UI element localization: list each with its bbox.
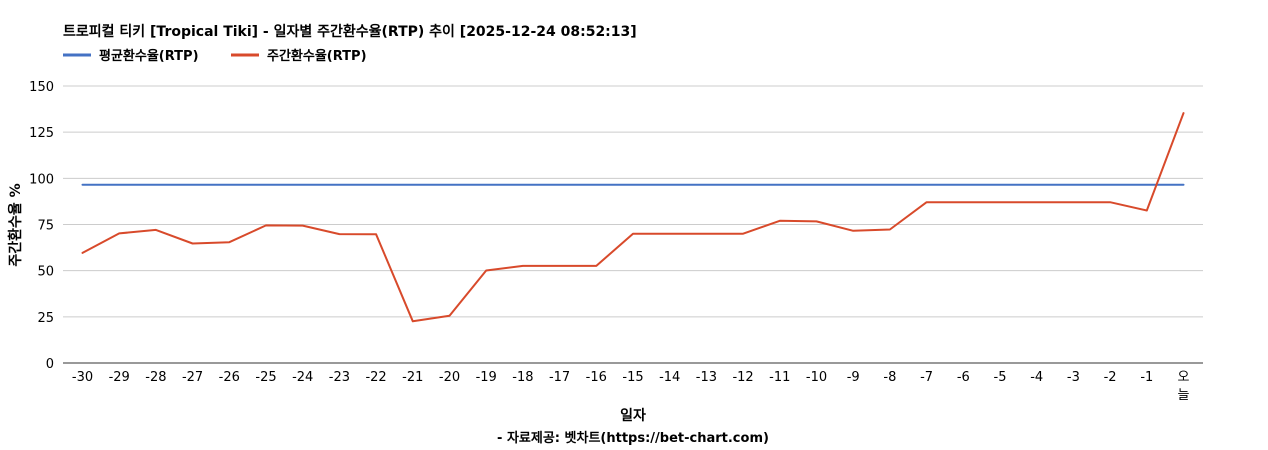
y-tick-label: 100 xyxy=(29,172,54,187)
x-tick-label: -14 xyxy=(659,370,680,385)
x-tick-label: -17 xyxy=(549,370,570,385)
y-tick-label: 25 xyxy=(37,311,54,326)
y-axis-title: 주간환수율 % xyxy=(7,183,24,266)
x-tick-label: -6 xyxy=(957,370,970,385)
x-tick-label: -27 xyxy=(182,370,203,385)
x-tick-label: -5 xyxy=(994,370,1007,385)
x-tick-label: -9 xyxy=(847,370,860,385)
x-tick-label: -21 xyxy=(402,370,423,385)
legend-label: 주간환수율(RTP) xyxy=(267,48,367,64)
legend-label: 평균환수율(RTP) xyxy=(99,48,199,64)
x-tick-label: -3 xyxy=(1067,370,1080,385)
x-tick-label: -15 xyxy=(622,370,643,385)
x-tick-label: -7 xyxy=(920,370,933,385)
x-axis-ticks: -30 -29 -28 -27 -26 -25 -24 -23 -22 -21 -20 -19 -18 -… xyxy=(72,370,1190,403)
x-tick-label: -12 xyxy=(732,370,753,385)
y-tick-label: 75 xyxy=(37,219,54,234)
y-tick-label: 0 xyxy=(46,357,54,372)
grid-lines xyxy=(63,85,1203,364)
y-tick-label: 125 xyxy=(29,126,54,141)
data-credit: - 자료제공: 벳차트(https://bet-chart.com) xyxy=(497,430,769,446)
x-tick-label: -11 xyxy=(769,370,790,385)
x-tick-label: -2 xyxy=(1104,370,1117,385)
x-tick-label: -22 xyxy=(365,370,386,385)
y-tick-label: 50 xyxy=(37,265,54,280)
x-tick-label: -19 xyxy=(476,370,497,385)
x-tick-label: -4 xyxy=(1030,370,1043,385)
x-tick-label: -24 xyxy=(292,370,313,385)
x-tick-label: -30 xyxy=(72,370,93,385)
x-tick-label: -8 xyxy=(883,370,896,385)
x-tick-label: -26 xyxy=(219,370,240,385)
x-tick-label: -25 xyxy=(255,370,276,385)
x-tick-label: -16 xyxy=(586,370,607,385)
x-tick-label: -29 xyxy=(109,370,130,385)
chart-title: 트로피컬 티키 [Tropical Tiki] - 일자별 주간환수율(RTP)… xyxy=(63,23,637,40)
y-axis-ticks: 0 25 50 75 100 125 150 xyxy=(29,80,54,372)
legend: 평균환수율(RTP) 주간환수율(RTP) xyxy=(63,48,367,64)
y-tick-label: 150 xyxy=(29,80,54,95)
x-axis-title: 일자 xyxy=(620,408,646,424)
x-tick-label: -28 xyxy=(145,370,166,385)
series-lines xyxy=(81,112,1185,323)
x-tick-label: -13 xyxy=(696,370,717,385)
x-tick-label: -23 xyxy=(329,370,350,385)
x-tick-label: -1 xyxy=(1140,370,1153,385)
x-tick-label: -10 xyxy=(806,370,827,385)
x-tick-label: -20 xyxy=(439,370,460,385)
x-tick-label: -18 xyxy=(512,370,533,385)
series-line-weekly-rtp xyxy=(81,112,1185,323)
